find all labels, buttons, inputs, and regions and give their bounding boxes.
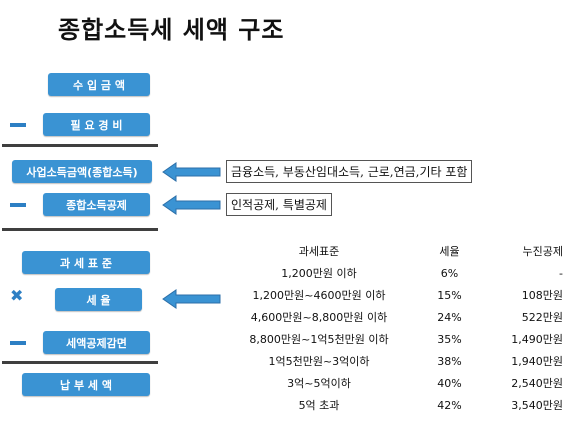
deduction-cell: 108만원 [521,289,563,302]
table-row: 5억 초과 42% 3,540만원 [230,394,566,416]
business-income-box: 사업소득금액(종합소득) [12,160,152,183]
tax-payable-box: 납 부 세 액 [22,373,150,396]
tax-base-cell: 3억~5억이하 [287,377,351,390]
expenses-box: 필 요 경 비 [43,113,150,136]
income-deduction-box: 종합소득공제 [43,193,150,216]
business-income-note: 금융소득, 부동산임대소득, 근로,연금,기타 포함 [226,160,473,183]
tax-base-cell: 5억 초과 [298,399,340,412]
table-row: 1,200만원 이하 6% - [230,262,566,284]
column-header-deduction: 누진공제 [522,245,563,258]
left-arrow-icon [162,162,221,182]
minus-icon [10,123,26,127]
tax-base-cell: 1,200만원 이하 [281,267,357,280]
minus-icon [10,203,26,207]
rate-cell: 15% [437,288,462,302]
deduction-cell: 3,540만원 [511,399,563,412]
divider-line [2,361,158,364]
tax-base-box: 과 세 표 준 [22,251,150,274]
table-row: 3억~5억이하 40% 2,540만원 [230,372,566,394]
column-header-rate: 세율 [439,245,460,258]
divider-line [2,228,158,231]
tax-base-cell: 1,200만원~4600만원 이하 [252,289,386,302]
tax-base-cell: 8,800만원~1억5천만원 이하 [249,333,389,346]
rate-cell: 6% [440,266,459,280]
income-deduction-note: 인적공제, 특별공제 [226,193,332,216]
tax-rate-table: 과세표준 세율 누진공제 1,200만원 이하 6% - 1,200만원~460… [230,240,566,416]
multiply-icon: ✖ [10,286,24,305]
page-title: 종합소득세 세액 구조 [58,15,285,44]
left-arrow-icon [162,289,221,309]
rate-cell: 42% [437,398,462,412]
deduction-cell: - [559,266,563,280]
table-row: 1,200만원~4600만원 이하 15% 108만원 [230,284,566,306]
column-header-tax-base: 과세표준 [298,245,340,258]
deduction-cell: 522만원 [521,311,563,324]
left-arrow-icon [162,195,221,215]
rate-cell: 35% [437,332,462,346]
table-row: 4,600만원~8,800만원 이하 24% 522만원 [230,306,566,328]
tax-rate-box: 세 율 [55,288,142,311]
tax-credit-box: 세액공제감면 [43,331,150,354]
minus-icon [10,341,26,345]
rate-cell: 24% [437,310,462,324]
table-row: 1억5천만원~3억이하 38% 1,940만원 [230,350,566,372]
tax-base-cell: 1억5천만원~3억이하 [268,355,370,368]
deduction-cell: 2,540만원 [511,377,563,390]
deduction-cell: 1,490만원 [511,333,563,346]
rate-cell: 38% [437,354,462,368]
tax-base-cell: 4,600만원~8,800만원 이하 [250,311,388,324]
table-header-row: 과세표준 세율 누진공제 [230,240,566,262]
income-box: 수 입 금 액 [48,73,150,96]
table-row: 8,800만원~1억5천만원 이하 35% 1,490만원 [230,328,566,350]
divider-line [2,144,158,147]
rate-cell: 40% [437,376,462,390]
deduction-cell: 1,940만원 [511,355,563,368]
